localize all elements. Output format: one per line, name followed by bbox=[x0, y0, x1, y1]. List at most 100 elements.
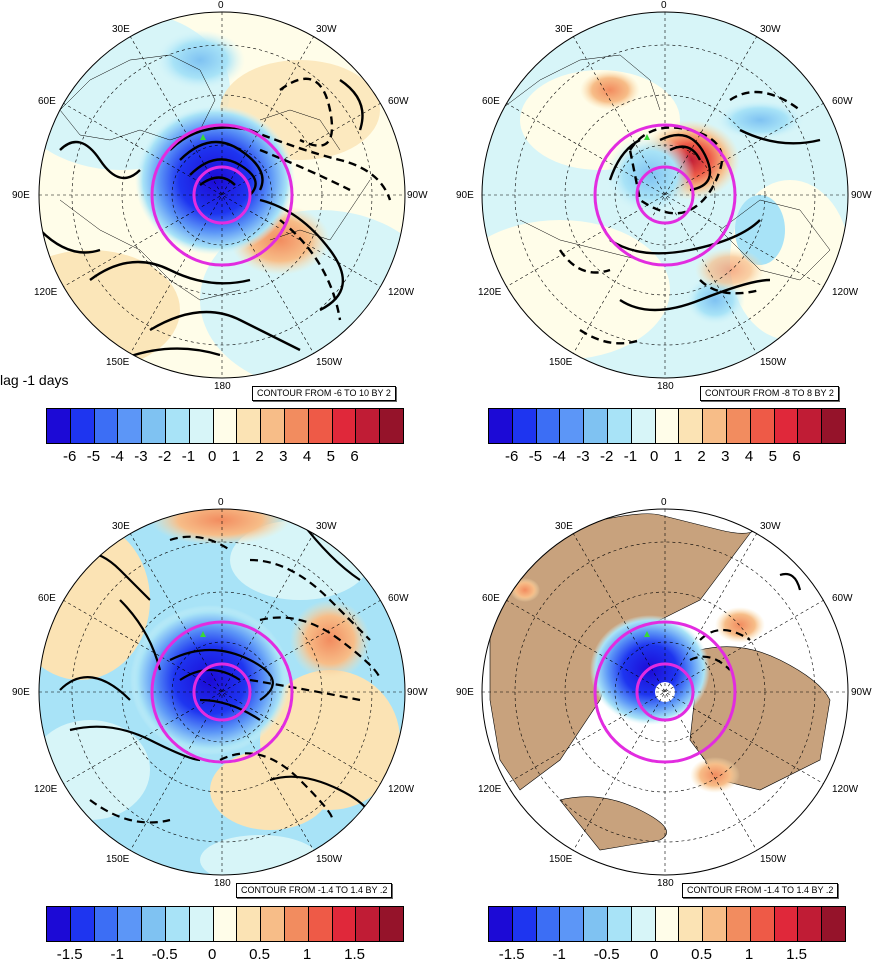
colorbar-tick-label: 1 bbox=[302, 946, 312, 963]
green-marker-bottom-right bbox=[644, 631, 650, 637]
lon-label-0: 0 bbox=[661, 497, 667, 508]
map-boundary-bottom-left bbox=[38, 508, 406, 876]
lon-label-180: 180 bbox=[214, 381, 231, 392]
colorbar-swatch bbox=[237, 907, 262, 941]
lon-label-90w: 90W bbox=[407, 687, 428, 698]
lon-label-120e: 120E bbox=[34, 784, 58, 795]
colorbar-tick-label: 1.5 bbox=[344, 946, 365, 963]
colorbar-swatch bbox=[798, 409, 823, 443]
coastlines-top-left bbox=[59, 54, 371, 301]
colorbar-tick-label: -1 bbox=[110, 946, 124, 963]
colorbar-swatch bbox=[332, 409, 357, 443]
colorbar-swatch bbox=[261, 409, 285, 443]
lon-label-150e: 150E bbox=[106, 854, 130, 865]
colorbar-tick-label: -0.5 bbox=[593, 946, 620, 963]
lon-label-150w: 150W bbox=[760, 854, 787, 865]
lon-label-90e: 90E bbox=[12, 687, 30, 698]
coastlines-top-right bbox=[499, 54, 831, 281]
colorbar-tick-label: -2 bbox=[157, 448, 172, 465]
lon-label-90e: 90E bbox=[456, 687, 474, 698]
lon-label-60e: 60E bbox=[38, 593, 56, 604]
graticule-bottom-right bbox=[482, 509, 848, 875]
colorbar-swatch bbox=[237, 409, 262, 443]
lon-label-90e: 90E bbox=[12, 190, 30, 201]
rings-bottom-left bbox=[150, 620, 294, 764]
map-boundary-top-left bbox=[38, 11, 406, 379]
lon-label-60w: 60W bbox=[388, 96, 409, 107]
colorbar-swatch bbox=[512, 907, 537, 941]
colorbar-swatch bbox=[512, 409, 537, 443]
lon-label-60w: 60W bbox=[388, 593, 409, 604]
lon-label-60e: 60E bbox=[38, 96, 56, 107]
colorbar-swatch bbox=[584, 907, 608, 941]
colorbar-tick-label: 4 bbox=[302, 448, 312, 465]
map-boundary-top-right bbox=[481, 11, 849, 379]
colorbar-tick-label: 2 bbox=[255, 448, 264, 465]
lon-label-0: 0 bbox=[661, 0, 667, 11]
map-boundary-bottom-right bbox=[481, 508, 849, 876]
colorbar-swatch bbox=[822, 409, 845, 443]
contour-label-bottom-right: CONTOUR FROM -1.4 TO 1.4 BY .2 bbox=[682, 883, 839, 898]
colorbar-swatch bbox=[284, 907, 309, 941]
colorbar-tick-label: -1 bbox=[623, 448, 638, 465]
colorbar-swatch bbox=[679, 907, 704, 941]
lon-label-120e: 120E bbox=[34, 287, 58, 298]
colorbar-swatch bbox=[94, 409, 119, 443]
lon-label-30e: 30E bbox=[555, 521, 573, 532]
lon-label-120w: 120W bbox=[388, 784, 415, 795]
colorbar-top-right bbox=[488, 408, 846, 444]
colorbar-tick-label: 3 bbox=[721, 448, 730, 465]
lon-label-120e: 120E bbox=[478, 287, 502, 298]
colorbar-swatch bbox=[308, 907, 333, 941]
colorbar-tick-label: -0.5 bbox=[151, 946, 178, 963]
colorbar-swatch bbox=[47, 907, 71, 941]
lon-label-150w: 150W bbox=[316, 854, 343, 865]
colorbar-swatch bbox=[726, 907, 751, 941]
colorbar-swatch bbox=[607, 907, 632, 941]
colorbar-swatch bbox=[284, 409, 309, 443]
lon-label-180: 180 bbox=[657, 381, 674, 392]
lon-label-30e: 30E bbox=[112, 24, 130, 35]
colorbar-tick-label: 4 bbox=[744, 448, 754, 465]
colorbar-swatch bbox=[679, 409, 704, 443]
colorbar-tick-label: 5 bbox=[326, 448, 335, 465]
lon-label-150w: 150W bbox=[316, 357, 343, 368]
colorbar-tick-label: 1.5 bbox=[786, 946, 807, 963]
colorbar-tick-label: 0 bbox=[649, 448, 659, 465]
colorbar-swatch bbox=[774, 409, 799, 443]
lon-label-0: 0 bbox=[218, 0, 224, 11]
colorbar-swatch bbox=[47, 409, 71, 443]
lon-label-60w: 60W bbox=[832, 96, 853, 107]
lon-label-60e: 60E bbox=[482, 96, 500, 107]
colorbar-swatch bbox=[189, 409, 214, 443]
colorbar-swatch bbox=[607, 409, 632, 443]
colorbar-swatch bbox=[70, 409, 95, 443]
lag-label: lag -1 days bbox=[0, 372, 69, 388]
colorbar-swatch bbox=[94, 907, 119, 941]
colorbar-swatch bbox=[631, 907, 656, 941]
colorbar-swatch bbox=[750, 409, 775, 443]
colorbar-tick-label: 5 bbox=[768, 448, 777, 465]
colorbar-swatch bbox=[584, 409, 608, 443]
lon-label-60w: 60W bbox=[832, 593, 853, 604]
colorbar-swatch bbox=[703, 409, 727, 443]
colorbar-tick-label: -4 bbox=[552, 448, 566, 465]
colorbar-swatch bbox=[536, 907, 561, 941]
colorbar-swatch bbox=[356, 907, 381, 941]
colorbar-swatch bbox=[380, 409, 403, 443]
rings-bottom-right bbox=[593, 620, 737, 764]
lon-label-90w: 90W bbox=[851, 687, 872, 698]
colorbar-tick-label: 2 bbox=[697, 448, 706, 465]
lon-label-120w: 120W bbox=[832, 784, 859, 795]
lon-label-60e: 60E bbox=[482, 593, 500, 604]
colorbar-swatch bbox=[726, 409, 751, 443]
lon-label-180: 180 bbox=[657, 878, 674, 889]
colorbar-tick-label: -3 bbox=[576, 448, 590, 465]
green-marker-top-right bbox=[644, 134, 650, 140]
colorbar-tick-label: 6 bbox=[350, 448, 359, 465]
colorbar-tick-label: 0 bbox=[649, 946, 659, 963]
colorbar-swatch bbox=[536, 409, 561, 443]
colorbar-swatch bbox=[703, 907, 727, 941]
contour-label-bottom-left: CONTOUR FROM -1.4 TO 1.4 BY .2 bbox=[236, 883, 393, 898]
